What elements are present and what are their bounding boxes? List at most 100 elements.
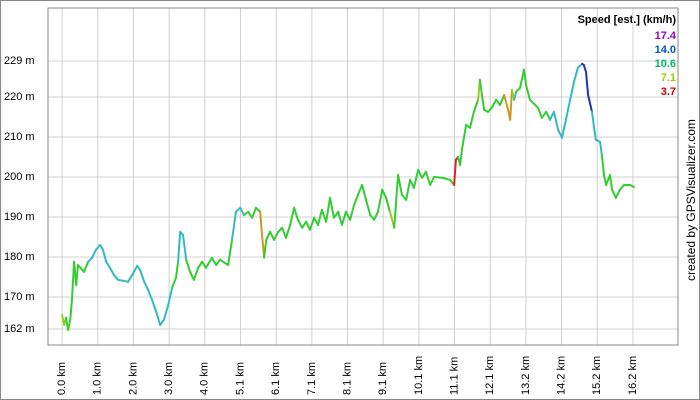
profile-segment [127,270,136,283]
x-tick-label: 8.1 km [341,362,353,395]
x-tick-label: 10.1 km [413,356,425,395]
profile-segment [67,318,72,331]
profile-segment [171,276,177,289]
credit: created by GPSVisualizer.com [684,119,698,281]
profile-segment [540,110,548,119]
profile-segment [468,110,475,129]
x-tick-label: 9.1 km [377,362,389,395]
profile-segment [509,88,513,121]
profile-segment [344,210,352,221]
x-tick-label: 3.0 km [163,362,175,395]
profile-segment [192,266,200,281]
profile-segment [582,64,587,73]
profile-segment [459,148,463,166]
profile-segment [215,258,222,266]
profile-segment [349,204,356,221]
profile-segment [301,220,308,229]
profile-segment [139,268,146,283]
profile-segment [545,110,552,121]
profile-segment [424,170,432,186]
profile-segment [364,198,372,216]
profile-segment [147,288,154,301]
y-tick-label: 210 m [4,131,35,143]
profile-segment [155,310,162,326]
profile-segment [101,248,108,263]
profile-segment [91,248,97,259]
profile-segment [185,258,192,273]
profile-segment [269,230,275,241]
profile-segment [219,258,230,266]
profile-segment [296,218,304,229]
profile-segment [337,210,344,226]
profile-segment [281,226,287,239]
profile-segment [480,94,486,111]
y-tick-label: 170 m [4,291,35,303]
x-tick-label: 14.2 km [555,356,567,395]
profile-segment [320,208,328,223]
legend-item: 10.6 [655,58,676,70]
profile-segment [590,110,596,129]
profile-segment [112,274,120,281]
profile-segment [167,286,174,306]
profile-segment [478,78,483,96]
profile-segment [490,98,498,109]
profile-segment [143,280,150,291]
legend-item: 3.7 [661,86,676,98]
legend-item: 14.0 [655,44,676,56]
profile-segment [537,106,543,119]
profile-segment [385,196,391,213]
x-tick-label: 11.1 km [448,357,460,395]
profile-segment [361,184,367,201]
profile-segment [608,174,614,191]
profile-segment [231,210,237,241]
x-tick-label: 13.2 km [520,356,532,395]
profile-segment [182,234,188,261]
profile-segment [397,174,403,196]
profile-segment [117,278,130,283]
x-tick-label: 15.2 km [591,356,603,395]
profile-segment [341,210,347,226]
y-tick-label: 180 m [4,251,35,263]
profile-segment [441,176,451,181]
profile-segment [308,216,316,231]
profile-segment [498,94,506,106]
profile-segment [69,298,73,321]
x-tick-label: 7.1 km [306,362,318,395]
profile-segment [569,80,575,101]
profile-segment [272,230,280,241]
plot-frame [47,7,679,346]
profile-segment [259,210,263,236]
profile-segment [204,256,213,269]
profile-segment [472,98,480,113]
profile-segment [503,94,510,111]
x-tick-label: 6.1 km [270,362,282,395]
profile-segment [587,94,593,113]
profile-segment [564,98,572,121]
profile-segment [317,208,323,226]
profile-segment [151,298,158,313]
profile-segment [600,154,605,176]
profile-segment [433,176,444,179]
profile-segment [105,260,112,269]
profile-segment [293,206,299,221]
profile-segment [109,266,115,276]
x-tick-label: 2.0 km [127,362,139,395]
profile-segment [525,84,531,101]
profile-segment [82,260,90,273]
profile-segment [284,224,292,239]
profile-segment [412,168,420,189]
profile-segment [329,196,335,219]
profile-segment [189,270,195,281]
profile-segment [239,206,246,216]
profile-segment [453,158,457,186]
profile-segment [629,184,635,188]
profile-segment [460,124,468,151]
x-tick-label: 5.1 km [234,362,246,395]
profile-segment [614,188,621,199]
profile-segment [353,194,359,206]
profile-segment [611,188,617,199]
profile-segment [201,260,207,269]
profile-segment [325,196,332,223]
profile-segment [618,184,626,191]
